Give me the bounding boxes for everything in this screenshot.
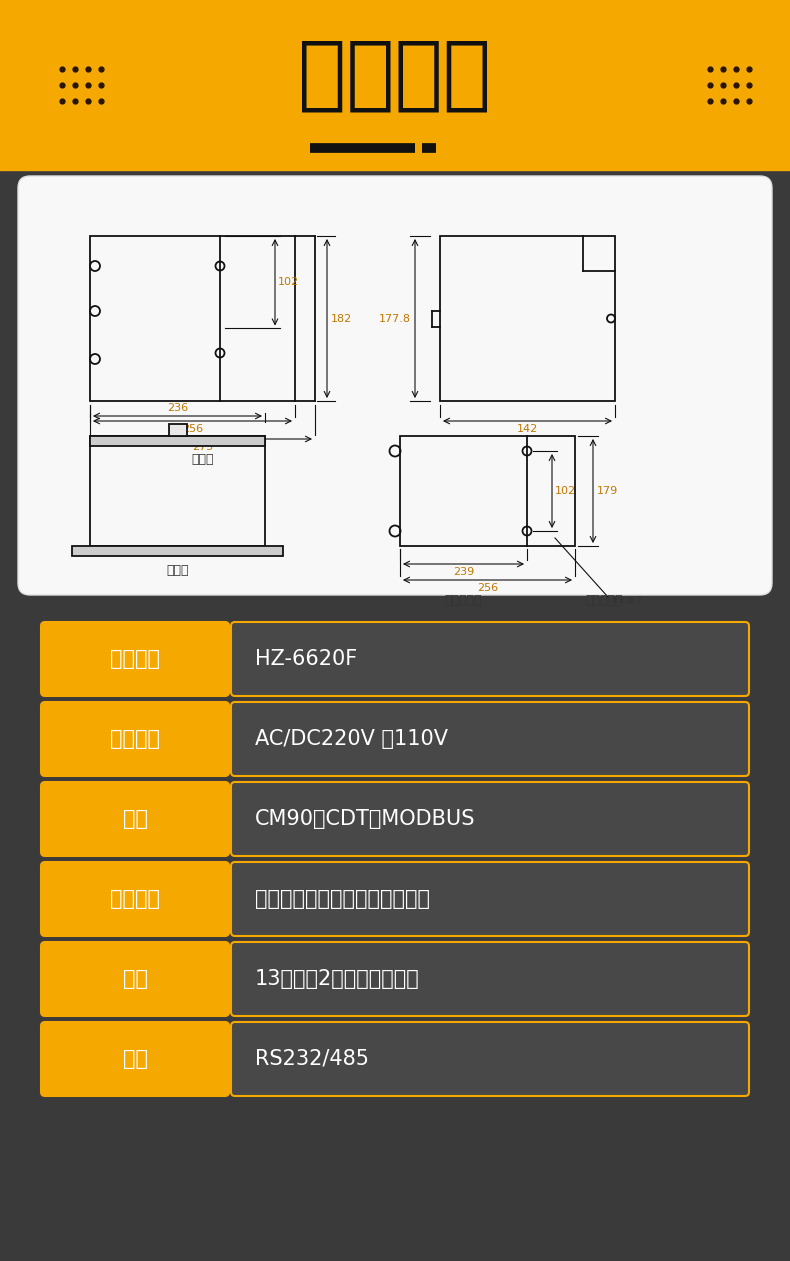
Text: 工作电源: 工作电源 [110, 729, 160, 749]
FancyBboxPatch shape [41, 1021, 229, 1096]
Text: 239: 239 [453, 567, 474, 578]
FancyBboxPatch shape [231, 863, 749, 936]
Text: 142: 142 [517, 424, 538, 434]
Text: 236: 236 [167, 404, 188, 414]
Text: 遥控: 遥控 [122, 968, 148, 989]
Text: 102: 102 [278, 277, 299, 288]
Text: 4×Φ7: 4×Φ7 [610, 596, 642, 607]
FancyBboxPatch shape [41, 622, 229, 696]
Text: 179: 179 [597, 485, 619, 496]
FancyBboxPatch shape [231, 622, 749, 696]
FancyBboxPatch shape [231, 702, 749, 776]
Text: 俯视图: 俯视图 [166, 564, 189, 578]
Text: 182: 182 [331, 314, 352, 324]
Bar [400, 436, 575, 546]
FancyBboxPatch shape [231, 1021, 749, 1096]
FancyBboxPatch shape [231, 942, 749, 1016]
Bar [90, 436, 265, 446]
Bar [0, 0, 790, 170]
Text: 规约: 规约 [122, 810, 148, 828]
Text: 固定螺栓孔: 固定螺栓孔 [585, 594, 623, 607]
FancyBboxPatch shape [41, 702, 229, 776]
Bar [168, 424, 186, 436]
Text: 256: 256 [182, 424, 203, 434]
Text: 消谐频率: 消谐频率 [110, 889, 160, 909]
Text: 275: 275 [192, 443, 213, 451]
Text: 主视图: 主视图 [191, 453, 214, 467]
FancyBboxPatch shape [41, 942, 229, 1016]
Text: 产品型号: 产品型号 [110, 649, 160, 670]
Text: 256: 256 [477, 583, 498, 593]
Bar [90, 436, 265, 546]
FancyBboxPatch shape [41, 863, 229, 936]
Text: RS232/485: RS232/485 [255, 1049, 369, 1069]
Text: 13路（含2个晶闸管控制）: 13路（含2个晶闸管控制） [255, 968, 419, 989]
Text: 三分频、二分频、工频、三倍频: 三分频、二分频、工频、三倍频 [255, 889, 430, 909]
Bar [440, 236, 615, 401]
Text: CM90、CDT、MODBUS: CM90、CDT、MODBUS [255, 810, 476, 828]
Text: 177.8: 177.8 [379, 314, 411, 324]
Bar [72, 546, 283, 556]
Text: AC/DC220V 、110V: AC/DC220V 、110V [255, 729, 448, 749]
Text: 产品参数: 产品参数 [299, 37, 491, 113]
FancyBboxPatch shape [41, 782, 229, 856]
Text: 安装开孔图: 安装开孔图 [445, 594, 482, 607]
FancyBboxPatch shape [231, 782, 749, 856]
FancyBboxPatch shape [18, 177, 772, 595]
Text: 通信: 通信 [122, 1049, 148, 1069]
Bar [90, 236, 295, 401]
Text: HZ-6620F: HZ-6620F [255, 649, 357, 670]
Text: 102: 102 [555, 485, 576, 496]
